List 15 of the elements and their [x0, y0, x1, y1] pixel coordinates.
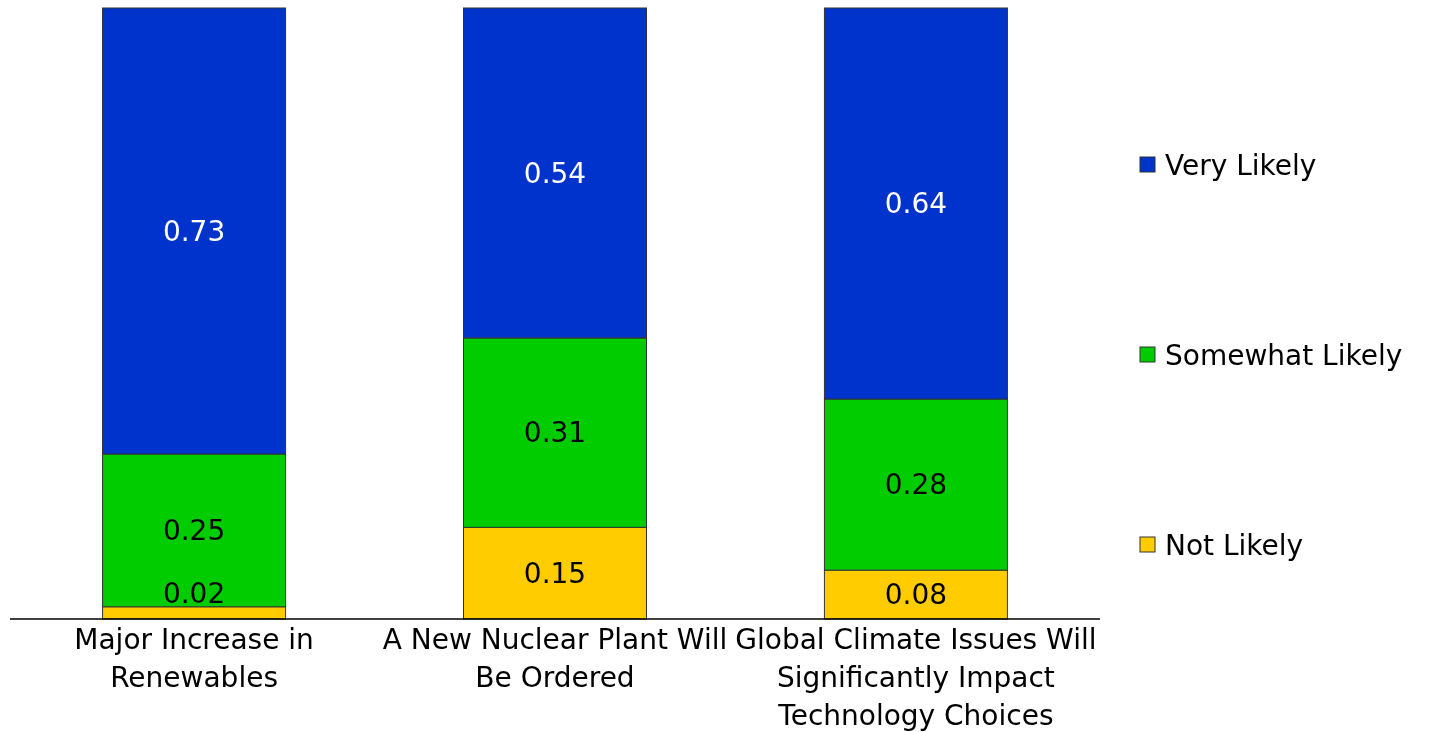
data-label: 0.08	[884, 578, 948, 612]
data-label: 0.25	[162, 514, 226, 548]
data-label: 0.31	[523, 416, 587, 450]
data-label: 0.15	[523, 556, 587, 590]
legend-label: Somewhat Likely	[1165, 339, 1403, 372]
data-label: 0.64	[884, 187, 948, 221]
legend-label: Not Likely	[1165, 529, 1304, 562]
x-tick-label: Major Increase in Renewables	[74, 623, 314, 694]
x-tick-label: Global Climate Issues Will Significantly Impact Technology Choices	[735, 623, 1097, 732]
x-tick-label: A New Nuclear Plant Will Be Ordered	[382, 623, 728, 694]
data-label: 0.02	[162, 576, 226, 610]
data-label: 0.73	[162, 214, 226, 248]
data-label: 0.28	[884, 468, 948, 502]
data-label: 0.54	[523, 156, 587, 190]
legend-label: Very Likely	[1165, 149, 1317, 182]
